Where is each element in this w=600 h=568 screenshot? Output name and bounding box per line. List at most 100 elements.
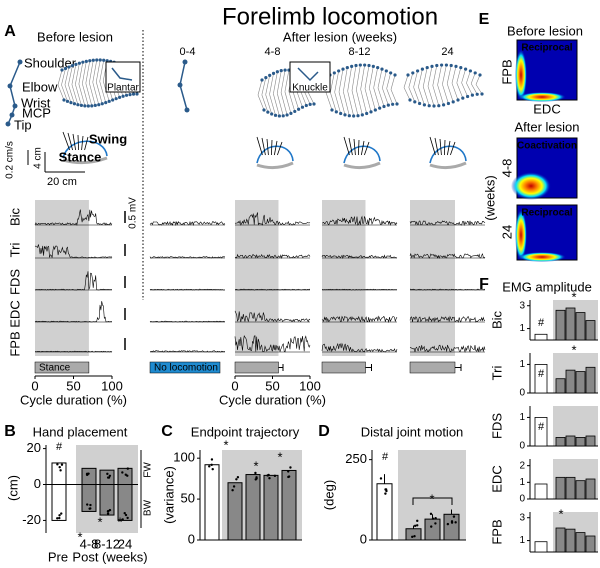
joint xyxy=(62,98,66,102)
stick-line xyxy=(427,66,433,87)
y-axis-title: (cm) xyxy=(5,475,20,501)
stick-line xyxy=(75,63,80,85)
significance: # xyxy=(538,368,545,380)
joint xyxy=(406,73,410,77)
joint xyxy=(283,68,287,72)
joint xyxy=(386,103,390,107)
joint xyxy=(418,101,422,106)
dot xyxy=(268,476,271,480)
stick-line xyxy=(369,88,376,111)
heading: Before lesion xyxy=(37,29,113,44)
panel-title: Hand placement xyxy=(33,424,128,439)
muscle-label: Tri xyxy=(489,366,504,381)
bar xyxy=(555,527,566,553)
heatmap-hot xyxy=(515,49,527,101)
stance-shade xyxy=(322,200,366,356)
emg-trace xyxy=(234,310,311,323)
joint xyxy=(91,58,95,62)
joint xyxy=(12,103,18,109)
x-tick-label: 0 xyxy=(31,378,38,393)
stick-line xyxy=(265,75,270,95)
joint-label: Elbow xyxy=(22,79,58,94)
scale-label: 4 cm xyxy=(33,147,44,169)
dot xyxy=(56,517,59,520)
dot xyxy=(126,516,129,520)
significance: * xyxy=(223,437,228,452)
stick-line xyxy=(413,70,418,88)
velocity-arrow xyxy=(358,139,360,156)
stance-shade xyxy=(410,200,455,356)
y-axis-title: (variance) xyxy=(161,466,176,524)
emg-trace xyxy=(234,335,311,353)
joint xyxy=(332,71,336,75)
bar xyxy=(555,309,566,341)
stick-line xyxy=(456,82,464,99)
significance: # xyxy=(538,421,545,433)
heatmap-hot xyxy=(518,92,566,102)
bar xyxy=(99,469,115,486)
joint xyxy=(281,114,285,118)
joint xyxy=(382,104,386,109)
stick-line xyxy=(82,61,87,84)
panel-label: B xyxy=(4,423,16,440)
stick-line xyxy=(403,74,409,88)
significance: * xyxy=(117,514,122,529)
group-label: Post (weeks) xyxy=(72,549,147,564)
velocity-arrow xyxy=(274,140,278,156)
stick-line xyxy=(356,89,363,115)
period-label: 24 xyxy=(499,225,514,239)
stance-path xyxy=(62,156,108,165)
stick-line xyxy=(377,87,385,107)
y-tick-label: 0 xyxy=(360,531,367,546)
stance-path xyxy=(429,161,467,170)
stick-line xyxy=(373,87,380,109)
group-label: Pre xyxy=(48,549,68,564)
x-tick-label: 100 xyxy=(299,378,321,393)
stick-line xyxy=(418,69,423,88)
scale-label: 0.2 cm/s xyxy=(5,141,16,179)
emg-trace xyxy=(149,320,226,323)
dot xyxy=(273,474,277,478)
joint xyxy=(273,113,278,117)
dot xyxy=(255,477,258,480)
joint xyxy=(118,95,122,99)
stick-line xyxy=(403,87,411,101)
stick-line xyxy=(61,68,66,85)
dot xyxy=(384,488,387,491)
joint xyxy=(461,96,465,100)
stick-line xyxy=(284,70,290,92)
y-tick-label: 1 xyxy=(519,535,525,546)
joint-label: Tip xyxy=(14,117,32,132)
joint xyxy=(391,102,395,106)
no-locomotion-box xyxy=(149,361,221,374)
dot xyxy=(416,524,419,527)
muscle-label: EDC xyxy=(489,465,504,492)
dot xyxy=(289,466,292,469)
stick-line xyxy=(82,83,89,107)
joint xyxy=(363,63,367,67)
joint xyxy=(275,70,279,74)
stick-line xyxy=(360,89,367,114)
stick-line xyxy=(390,74,396,90)
joint xyxy=(470,93,474,97)
dot xyxy=(287,475,291,478)
dot xyxy=(411,535,414,539)
stick-line xyxy=(422,67,428,87)
bar xyxy=(263,474,279,541)
period-label: 4-8 xyxy=(499,159,514,178)
joint xyxy=(95,58,99,62)
y-tick-label: 20 xyxy=(27,440,41,455)
joint xyxy=(437,104,441,108)
significance: # xyxy=(56,441,63,453)
stance-bar xyxy=(34,361,90,374)
joint xyxy=(420,67,424,71)
stick-line xyxy=(68,65,73,85)
joint-label: Shoulder xyxy=(24,55,77,70)
bar xyxy=(575,371,586,394)
dot xyxy=(123,511,126,515)
x-tick-label: 50 xyxy=(265,378,279,393)
stick-line xyxy=(413,87,420,104)
joint xyxy=(334,110,338,114)
stance-path xyxy=(343,161,381,170)
stick-line xyxy=(475,74,481,85)
